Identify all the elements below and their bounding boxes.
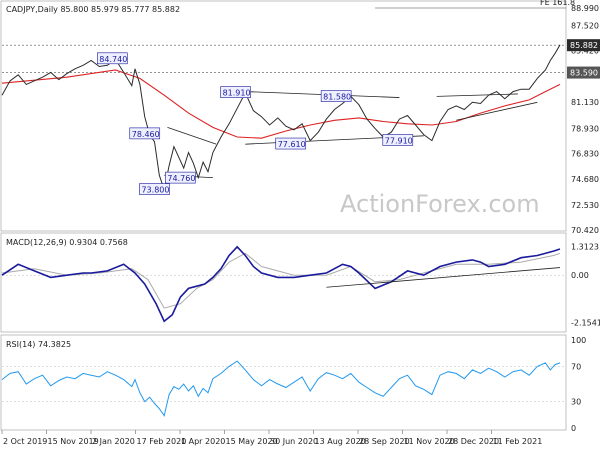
rsi-panel-title: RSI(14) 74.3825 bbox=[6, 340, 71, 349]
macd-y-tick-label: 0.00 bbox=[571, 271, 589, 280]
price-y-tick-label: 81.130 bbox=[571, 98, 599, 107]
rsi-y-tick-label: 0 bbox=[571, 424, 576, 433]
macd-y-tick-label: 1.3123 bbox=[571, 242, 599, 251]
current-price-box bbox=[567, 39, 600, 52]
level-annotation-box bbox=[97, 52, 128, 65]
price-plot: 87.52085.42083.59081.13078.93076.83074.6… bbox=[1, 0, 600, 235]
macd-signal-line bbox=[1, 252, 561, 309]
fe-label: FE 161.8 bbox=[540, 0, 575, 7]
rsi-y-tick-label: 70 bbox=[571, 362, 581, 371]
level-annotation-box bbox=[320, 90, 352, 102]
x-tick-label: 28 Dec 2020 bbox=[448, 437, 499, 446]
level-annotation-label: 84.740 bbox=[99, 55, 127, 64]
rsi-plot: 100 70 30 0 bbox=[1, 336, 586, 433]
price-panel-title: CADJPY,Daily 85.800 85.979 85.777 85.882 bbox=[6, 5, 180, 14]
level-annotation-label: 77.910 bbox=[385, 136, 413, 145]
level-annotation-box bbox=[129, 127, 161, 140]
macd-panel-title: MACD(12,26,9) 0.9304 0.7568 bbox=[6, 238, 128, 247]
trendline bbox=[436, 93, 518, 97]
x-tick-label: 11 Nov 2020 bbox=[404, 437, 455, 446]
x-tick-label: 1 Apr 2020 bbox=[181, 437, 225, 446]
watermark: ActionForex.com bbox=[340, 190, 540, 218]
price-panel-frame bbox=[0, 0, 567, 232]
fe-top-label: 88.990 bbox=[571, 4, 599, 13]
price-line bbox=[1, 44, 561, 192]
x-tick-label: 2 Oct 2019 bbox=[3, 437, 47, 446]
rsi-line bbox=[1, 360, 561, 417]
level-annotation-box bbox=[139, 183, 170, 195]
current-price-label: 85.882 bbox=[570, 41, 598, 50]
x-tick-label: 28 Sep 2020 bbox=[359, 437, 410, 446]
macd-line bbox=[1, 245, 561, 323]
dotted-level-label: 83.590 bbox=[570, 69, 598, 78]
macd-panel-frame bbox=[0, 232, 567, 333]
trendline bbox=[456, 101, 538, 121]
x-tick-label: 11 Feb 2021 bbox=[493, 437, 543, 446]
level-annotation-box bbox=[220, 86, 251, 98]
price-y-tick-label: 78.930 bbox=[571, 124, 599, 133]
level-annotation-label: 77.610 bbox=[278, 140, 306, 149]
dotted-level-box bbox=[567, 66, 600, 79]
level-annotation-label: 78.460 bbox=[132, 130, 160, 139]
level-annotation-label: 74.760 bbox=[167, 174, 195, 183]
macd-plot: 1.3123 0.00 -2.1541 bbox=[1, 242, 600, 327]
level-annotation-label: 81.910 bbox=[223, 89, 251, 98]
price-y-tick-label: 74.680 bbox=[571, 175, 599, 184]
x-tick-label: 30 Jun 2020 bbox=[270, 437, 318, 446]
price-y-tick-label: 72.530 bbox=[571, 201, 599, 210]
level-annotation-box bbox=[275, 137, 307, 150]
rsi-y-tick-label: 100 bbox=[571, 336, 586, 345]
level-annotation-box bbox=[165, 171, 196, 184]
moving-average-line bbox=[1, 69, 561, 139]
x-tick-label: 15 Nov 2019 bbox=[48, 437, 99, 446]
level-annotation-box bbox=[382, 134, 414, 146]
x-tick-label: 17 Feb 2020 bbox=[137, 437, 187, 446]
rsi-y-tick-label: 30 bbox=[571, 398, 581, 407]
x-tick-label: 15 May 2020 bbox=[226, 437, 278, 446]
level-annotation-label: 73.800 bbox=[141, 186, 169, 195]
price-y-tick-label: 87.520 bbox=[571, 22, 599, 31]
price-y-tick-label: 70.420 bbox=[571, 226, 599, 235]
macd-y-tick-label: -2.1541 bbox=[571, 318, 600, 327]
rsi-panel-frame bbox=[0, 334, 567, 431]
macd-trendline bbox=[326, 267, 561, 288]
trendline bbox=[167, 127, 217, 145]
level-annotation-label: 81.580 bbox=[323, 93, 351, 102]
price-y-tick-label: 76.830 bbox=[571, 149, 599, 158]
x-tick-label: 2 Jan 2020 bbox=[92, 437, 135, 446]
x-tick-label: 13 Aug 2020 bbox=[315, 437, 366, 446]
